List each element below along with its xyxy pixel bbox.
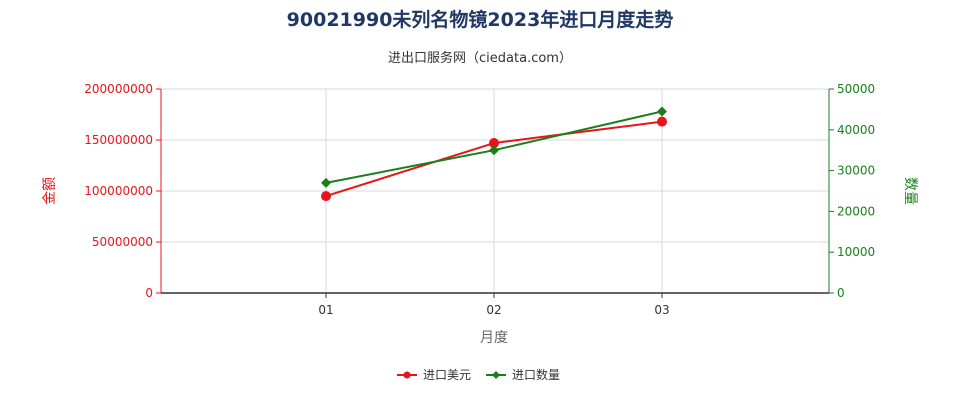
legend-label-2: 进口数量: [512, 367, 560, 382]
right-tick-label: 10000: [837, 245, 875, 259]
chart-title: 90021990未列名物镜2023年进口月度走势: [287, 8, 674, 31]
right-tick-label: 20000: [837, 204, 875, 218]
series-2-point: [657, 106, 667, 117]
grid-lines: [161, 88, 829, 294]
series-layer: [321, 106, 667, 202]
series-1-point: [489, 138, 499, 149]
right-y-ticks: 0 10000 20000 30000 40000 50000: [829, 82, 875, 300]
legend-marker-2: [492, 371, 500, 379]
left-tick-label: 50000000: [92, 235, 153, 249]
legend-label-1: 进口美元: [423, 368, 471, 382]
left-y-ticks: 0 50000000 100000000 150000000 200000000: [84, 82, 161, 300]
right-tick-label: 30000: [837, 164, 875, 178]
x-ticks: 01 02 03: [318, 293, 670, 317]
left-tick-label: 200000000: [84, 82, 153, 96]
legend: 进口美元 进口数量: [397, 367, 560, 382]
left-tick-label: 100000000: [84, 184, 153, 198]
left-y-axis-title: 金额: [42, 177, 58, 205]
x-axis-title: 月度: [480, 330, 508, 346]
legend-marker-1: [403, 371, 411, 379]
series-1-point: [321, 191, 331, 202]
x-tick-label: 02: [486, 303, 501, 317]
right-tick-label: 50000: [837, 82, 875, 96]
right-y-axis-title: 数量: [902, 177, 918, 205]
x-tick-label: 01: [318, 303, 333, 317]
right-tick-label: 40000: [837, 123, 875, 137]
left-tick-label: 0: [145, 286, 153, 300]
series-2-point: [321, 177, 331, 188]
right-tick-label: 0: [837, 286, 845, 300]
chart-subtitle: 进出口服务网（ciedata.com）: [388, 50, 572, 66]
series-1-point: [657, 116, 667, 127]
x-tick-label: 03: [654, 303, 669, 317]
series-2-point: [489, 145, 499, 156]
left-tick-label: 150000000: [84, 133, 153, 147]
